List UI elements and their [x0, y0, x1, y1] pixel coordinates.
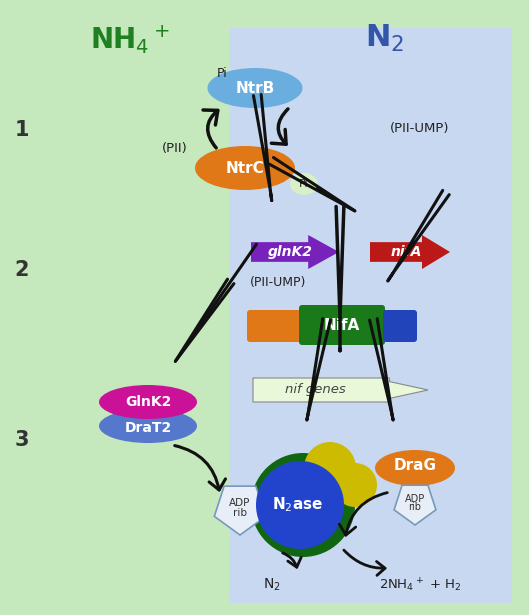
FancyBboxPatch shape	[230, 28, 512, 603]
Polygon shape	[370, 235, 450, 269]
Text: N$_2$: N$_2$	[263, 577, 281, 593]
Ellipse shape	[99, 409, 197, 443]
FancyArrowPatch shape	[339, 493, 387, 535]
Text: nifA: nifA	[390, 245, 422, 259]
Text: (PII-UMP): (PII-UMP)	[390, 122, 450, 135]
FancyBboxPatch shape	[247, 310, 301, 342]
Text: (PII-UMP): (PII-UMP)	[250, 276, 306, 288]
Circle shape	[304, 442, 356, 494]
FancyArrowPatch shape	[203, 110, 218, 148]
Ellipse shape	[195, 146, 295, 190]
FancyBboxPatch shape	[299, 305, 385, 345]
Text: ADP: ADP	[405, 493, 425, 504]
Circle shape	[251, 453, 355, 557]
Text: 1: 1	[15, 120, 29, 140]
Text: NtrC: NtrC	[226, 161, 264, 175]
Circle shape	[333, 463, 377, 507]
Text: nif genes: nif genes	[285, 384, 345, 397]
FancyArrowPatch shape	[175, 446, 225, 490]
Polygon shape	[214, 486, 266, 535]
Text: N$_2$: N$_2$	[366, 23, 405, 54]
Text: ADP: ADP	[229, 499, 251, 509]
Text: rib: rib	[408, 502, 422, 512]
Polygon shape	[394, 485, 436, 525]
Text: 2: 2	[15, 260, 29, 280]
FancyBboxPatch shape	[383, 310, 417, 342]
Text: Pi: Pi	[299, 179, 309, 189]
Text: Pi: Pi	[216, 66, 227, 79]
Text: NtrB: NtrB	[235, 81, 275, 95]
FancyArrowPatch shape	[271, 109, 288, 145]
Text: (PII): (PII)	[162, 141, 188, 154]
Text: glnK2: glnK2	[268, 245, 313, 259]
Text: rib: rib	[233, 507, 247, 517]
Text: DraG: DraG	[394, 459, 436, 474]
Text: NH$_4$$^+$: NH$_4$$^+$	[90, 24, 170, 57]
Text: DraT2: DraT2	[124, 421, 171, 435]
Ellipse shape	[375, 450, 455, 486]
Ellipse shape	[99, 385, 197, 419]
Text: GlnK2: GlnK2	[125, 395, 171, 409]
FancyArrowPatch shape	[282, 553, 301, 567]
Ellipse shape	[207, 68, 303, 108]
Polygon shape	[251, 235, 339, 269]
Text: 2NH$_4$$^+$ + H$_2$: 2NH$_4$$^+$ + H$_2$	[379, 576, 461, 593]
Text: NifA: NifA	[324, 317, 360, 333]
Circle shape	[256, 461, 344, 549]
Text: 3: 3	[15, 430, 29, 450]
Polygon shape	[253, 378, 428, 402]
Ellipse shape	[290, 173, 318, 195]
Text: N$_2$ase: N$_2$ase	[272, 496, 324, 514]
FancyArrowPatch shape	[344, 550, 385, 576]
